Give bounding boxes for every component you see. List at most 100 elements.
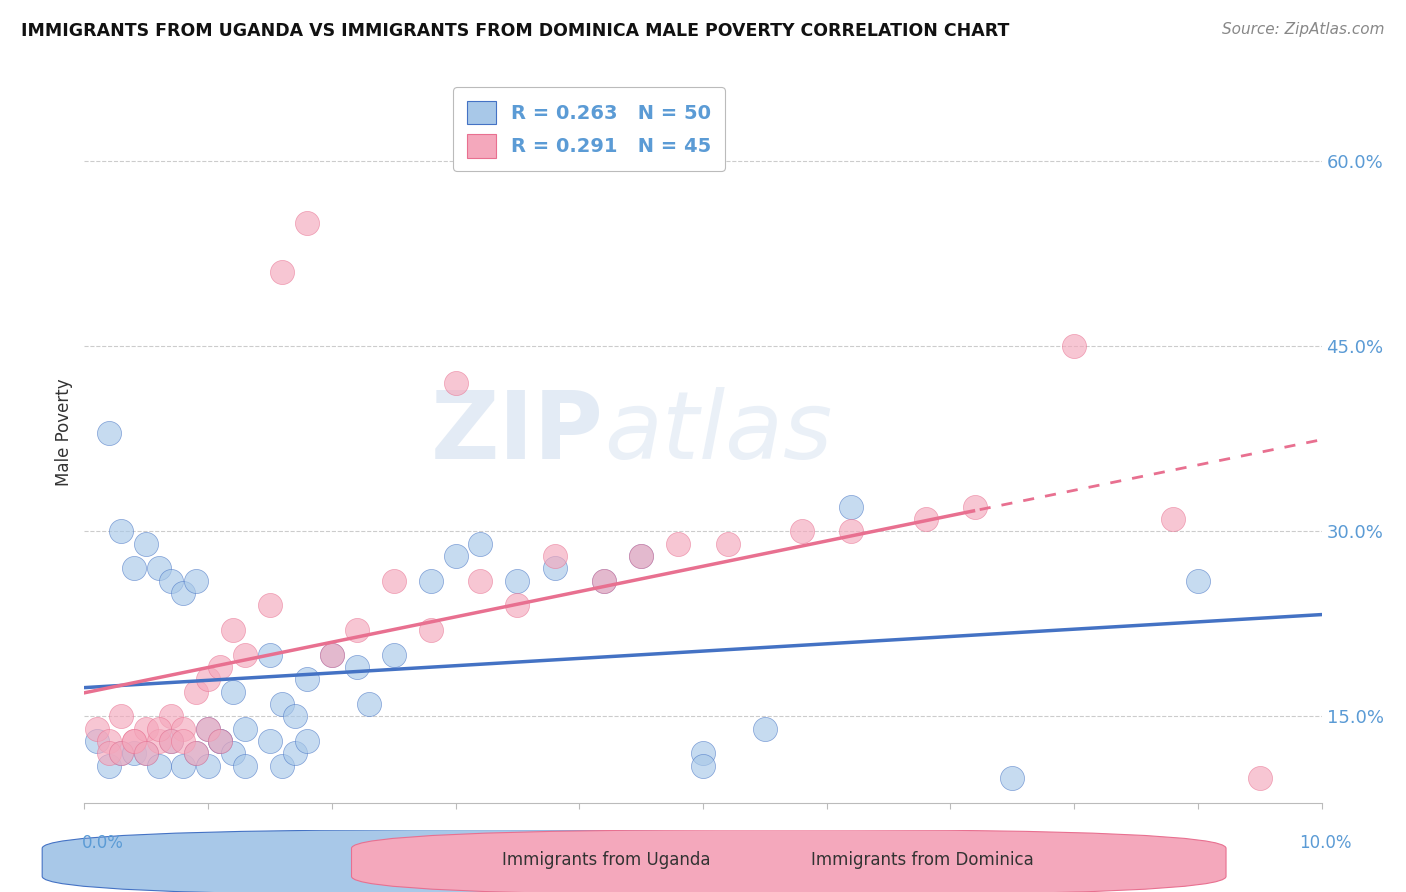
Point [110,747,132,761]
FancyBboxPatch shape [42,830,917,892]
Point [1001,771,1024,785]
Point [543,549,565,563]
Point [419,574,441,588]
Text: ZIP: ZIP [432,386,605,479]
Point [506,574,529,588]
Point [135,537,157,551]
Point [98,758,121,772]
Text: Immigrants from Dominica: Immigrants from Dominica [811,851,1033,869]
Point [692,758,714,772]
Point [444,376,467,391]
Point [222,623,245,637]
Point [382,648,405,662]
Point [470,574,492,588]
Point [110,709,132,723]
Point [295,734,318,748]
Point [209,734,232,748]
Point [666,537,689,551]
Point [346,623,368,637]
Point [1249,771,1271,785]
Point [98,747,121,761]
Point [965,500,987,514]
Point [172,758,194,772]
Point [295,216,318,230]
Text: Immigrants from Uganda: Immigrants from Uganda [502,851,710,869]
Point [209,660,232,674]
Point [630,549,652,563]
Point [184,747,207,761]
Point [197,722,219,736]
Point [259,648,281,662]
Point [110,524,132,539]
Point [233,758,256,772]
Point [135,747,157,761]
Text: Source: ZipAtlas.com: Source: ZipAtlas.com [1222,22,1385,37]
Point [172,586,194,600]
Point [184,685,207,699]
Point [593,574,616,588]
Point [321,648,343,662]
Point [148,722,170,736]
Text: atlas: atlas [605,387,832,478]
Point [506,599,529,613]
Point [346,660,368,674]
Text: IMMIGRANTS FROM UGANDA VS IMMIGRANTS FROM DOMINICA MALE POVERTY CORRELATION CHAR: IMMIGRANTS FROM UGANDA VS IMMIGRANTS FRO… [21,22,1010,40]
Point [135,747,157,761]
Point [184,574,207,588]
Point [593,574,616,588]
Point [543,561,565,575]
Point [197,758,219,772]
Point [470,537,492,551]
Point [295,673,318,687]
Point [790,524,813,539]
Point [382,574,405,588]
Point [98,425,121,440]
Point [160,574,183,588]
Point [172,722,194,736]
Point [321,648,343,662]
Point [1161,512,1184,526]
Point [444,549,467,563]
Point [172,734,194,748]
Point [184,747,207,761]
Point [209,734,232,748]
Point [233,722,256,736]
Point [135,722,157,736]
Point [630,549,652,563]
Point [284,747,307,761]
Legend: R = 0.263   N = 50, R = 0.291   N = 45: R = 0.263 N = 50, R = 0.291 N = 45 [453,87,725,171]
Point [148,758,170,772]
Point [160,734,183,748]
Point [197,673,219,687]
Y-axis label: Male Poverty: Male Poverty [55,379,73,486]
Text: 10.0%: 10.0% [1299,834,1353,852]
Point [692,747,714,761]
Text: 0.0%: 0.0% [82,834,124,852]
Point [160,709,183,723]
Point [419,623,441,637]
FancyBboxPatch shape [352,830,1226,892]
Point [148,561,170,575]
Point [110,747,132,761]
Point [841,500,863,514]
Point [122,561,145,575]
Point [86,722,108,736]
Point [122,734,145,748]
Point [222,685,245,699]
Point [1063,339,1085,353]
Point [717,537,740,551]
Point [754,722,776,736]
Point [259,734,281,748]
Point [122,734,145,748]
Point [160,734,183,748]
Point [271,265,294,279]
Point [86,734,108,748]
Point [357,697,380,711]
Point [1187,574,1209,588]
Point [914,512,936,526]
Point [841,524,863,539]
Point [122,747,145,761]
Point [259,599,281,613]
Point [233,648,256,662]
Point [222,747,245,761]
